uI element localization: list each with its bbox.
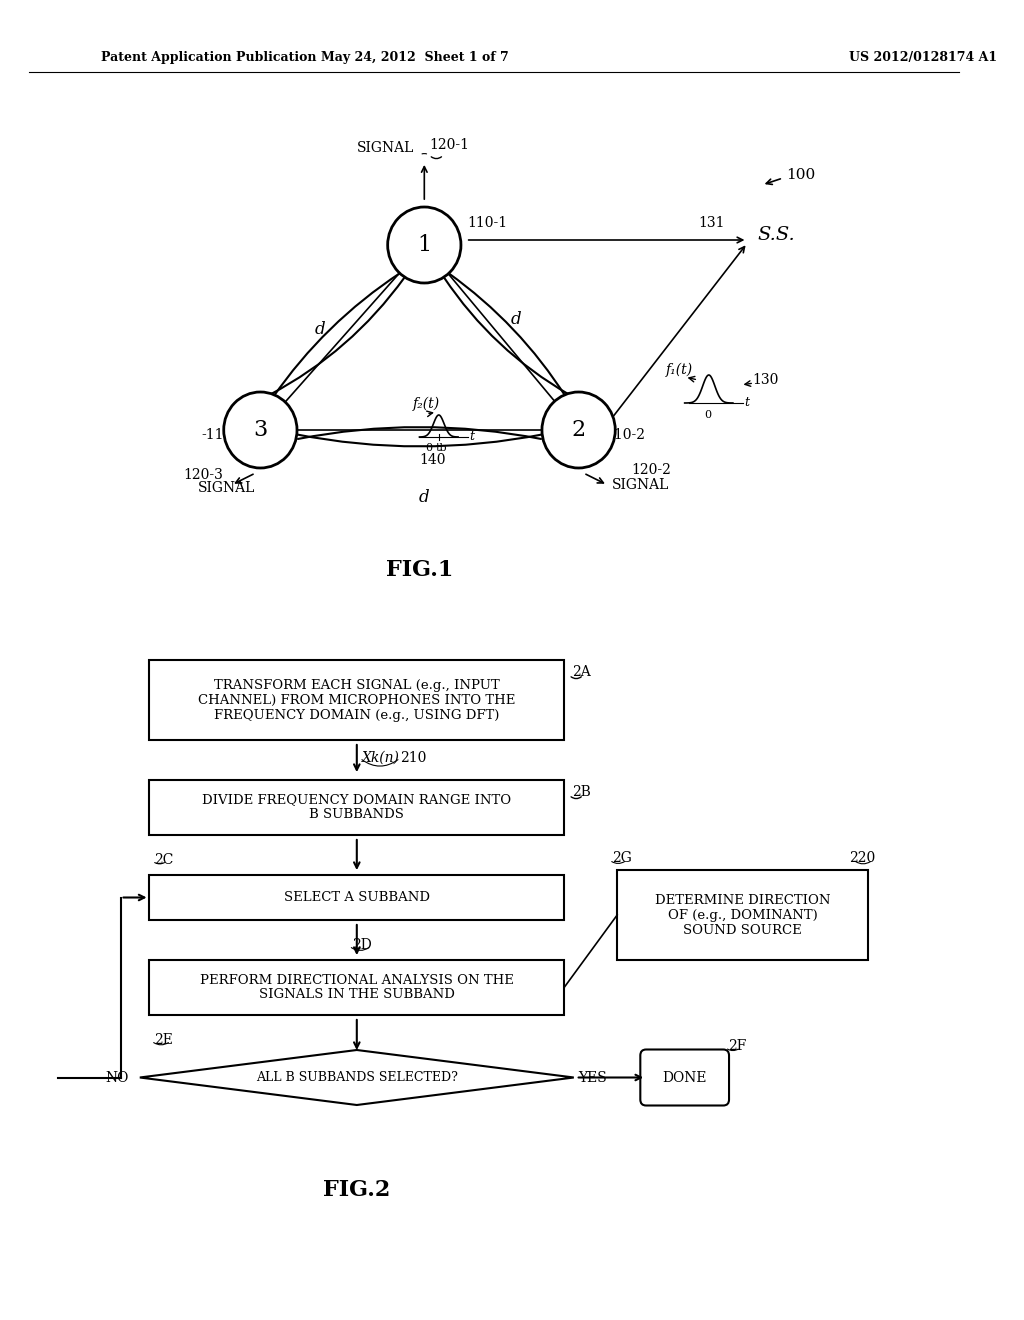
Text: DONE: DONE <box>663 1071 707 1085</box>
Text: 110-2: 110-2 <box>605 428 645 442</box>
Text: d: d <box>511 312 521 329</box>
Text: YES: YES <box>579 1071 607 1085</box>
Text: 220: 220 <box>849 851 874 865</box>
Text: t: t <box>744 396 750 409</box>
Text: 110-1: 110-1 <box>468 216 508 230</box>
Text: 2E: 2E <box>155 1034 173 1047</box>
Text: 2D: 2D <box>352 939 372 952</box>
FancyBboxPatch shape <box>617 870 868 960</box>
Text: TRANSFORM EACH SIGNAL (e.g., INPUT
CHANNEL) FROM MICROPHONES INTO THE
FREQUENCY : TRANSFORM EACH SIGNAL (e.g., INPUT CHANN… <box>198 678 515 722</box>
Text: 0: 0 <box>705 411 712 420</box>
Text: 2B: 2B <box>571 785 591 799</box>
Text: -110-3: -110-3 <box>201 428 246 442</box>
FancyBboxPatch shape <box>150 780 564 836</box>
Text: f₁(t): f₁(t) <box>666 363 692 378</box>
Text: Xk(n): Xk(n) <box>361 751 399 766</box>
Text: SELECT A SUBBAND: SELECT A SUBBAND <box>284 891 430 904</box>
Text: 131: 131 <box>698 216 725 230</box>
Text: ALL B SUBBANDS SELECTED?: ALL B SUBBANDS SELECTED? <box>256 1071 458 1084</box>
FancyBboxPatch shape <box>150 660 564 741</box>
Text: f₂(t): f₂(t) <box>413 397 440 412</box>
Circle shape <box>223 392 297 469</box>
Text: NO: NO <box>104 1071 128 1085</box>
FancyBboxPatch shape <box>150 960 564 1015</box>
Text: 2G: 2G <box>612 851 632 865</box>
Text: 100: 100 <box>786 168 815 182</box>
Text: tb: tb <box>436 444 447 453</box>
Text: SIGNAL: SIGNAL <box>612 478 670 492</box>
Text: SIGNAL: SIGNAL <box>198 480 255 495</box>
Text: 140: 140 <box>420 453 446 467</box>
Text: S.S.: S.S. <box>757 226 795 244</box>
Text: SIGNAL: SIGNAL <box>357 141 415 154</box>
Text: 2: 2 <box>571 418 586 441</box>
FancyBboxPatch shape <box>150 875 564 920</box>
Circle shape <box>542 392 615 469</box>
Text: 2F: 2F <box>728 1039 746 1052</box>
Text: 130: 130 <box>753 374 778 387</box>
Text: t: t <box>470 430 475 444</box>
Text: DIVIDE FREQUENCY DOMAIN RANGE INTO
B SUBBANDS: DIVIDE FREQUENCY DOMAIN RANGE INTO B SUB… <box>202 793 511 821</box>
Text: 0: 0 <box>426 444 433 453</box>
Text: d: d <box>419 488 430 506</box>
Text: DETERMINE DIRECTION
OF (e.g., DOMINANT)
SOUND SOURCE: DETERMINE DIRECTION OF (e.g., DOMINANT) … <box>654 894 830 936</box>
Polygon shape <box>140 1049 573 1105</box>
Text: May 24, 2012  Sheet 1 of 7: May 24, 2012 Sheet 1 of 7 <box>321 51 509 65</box>
Text: 1: 1 <box>417 234 431 256</box>
Text: 2C: 2C <box>155 853 174 867</box>
Text: 210: 210 <box>400 751 427 766</box>
Text: Patent Application Publication: Patent Application Publication <box>101 51 316 65</box>
Circle shape <box>388 207 461 282</box>
Text: 120-2: 120-2 <box>632 463 672 477</box>
Text: US 2012/0128174 A1: US 2012/0128174 A1 <box>849 51 996 65</box>
Text: PERFORM DIRECTIONAL ANALYSIS ON THE
SIGNALS IN THE SUBBAND: PERFORM DIRECTIONAL ANALYSIS ON THE SIGN… <box>200 974 514 1002</box>
Text: 120-3: 120-3 <box>183 469 223 482</box>
Text: FIG.1: FIG.1 <box>386 558 454 581</box>
Text: FIG.2: FIG.2 <box>324 1179 390 1201</box>
FancyBboxPatch shape <box>640 1049 729 1106</box>
Text: d: d <box>314 322 326 338</box>
Text: 3: 3 <box>253 418 267 441</box>
Text: 120-1: 120-1 <box>429 139 469 152</box>
Text: 2A: 2A <box>571 665 591 678</box>
